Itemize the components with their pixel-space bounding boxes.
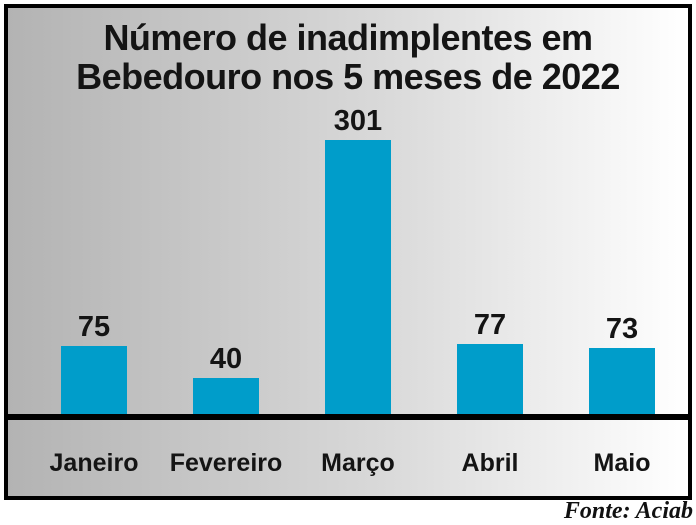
chart-title-line-2: Bebedouro nos 5 meses de 2022 [76,56,620,97]
bar [457,344,523,414]
x-tick-label: Abril [461,448,519,477]
x-tick-label: Fevereiro [169,448,283,477]
bar-value-label: 73 [605,313,639,345]
bar-value-label: 40 [209,343,243,375]
bar [193,378,259,414]
bar-value-label: 75 [77,311,111,343]
bar-value-label: 77 [473,309,507,341]
bar-column: 75 [28,8,160,414]
bar-column: 301 [292,8,424,414]
bar-column: 40 [160,8,292,414]
bar [61,346,127,414]
bar [325,140,391,414]
x-tick-label: Janeiro [49,448,139,477]
chart-title-line-1: Número de inadimplentes em [103,17,593,58]
chart-title: Número de inadimplentes em Bebedouro nos… [8,18,688,96]
bar-column: 77 [424,8,556,414]
chart-box: Número de inadimplentes em Bebedouro nos… [4,4,692,500]
x-tick-label: Maio [593,448,651,477]
bar-value-label: 301 [333,105,383,137]
source-caption: Fonte: Aciab [563,498,693,524]
plot-area: 75 40 301 77 73 [28,8,688,414]
bar [589,348,655,414]
x-axis-line [8,414,688,420]
bar-column: 73 [556,8,688,414]
x-tick-label: Março [321,448,395,477]
x-axis-labels: Janeiro Fevereiro Março Abril Maio [28,420,688,490]
